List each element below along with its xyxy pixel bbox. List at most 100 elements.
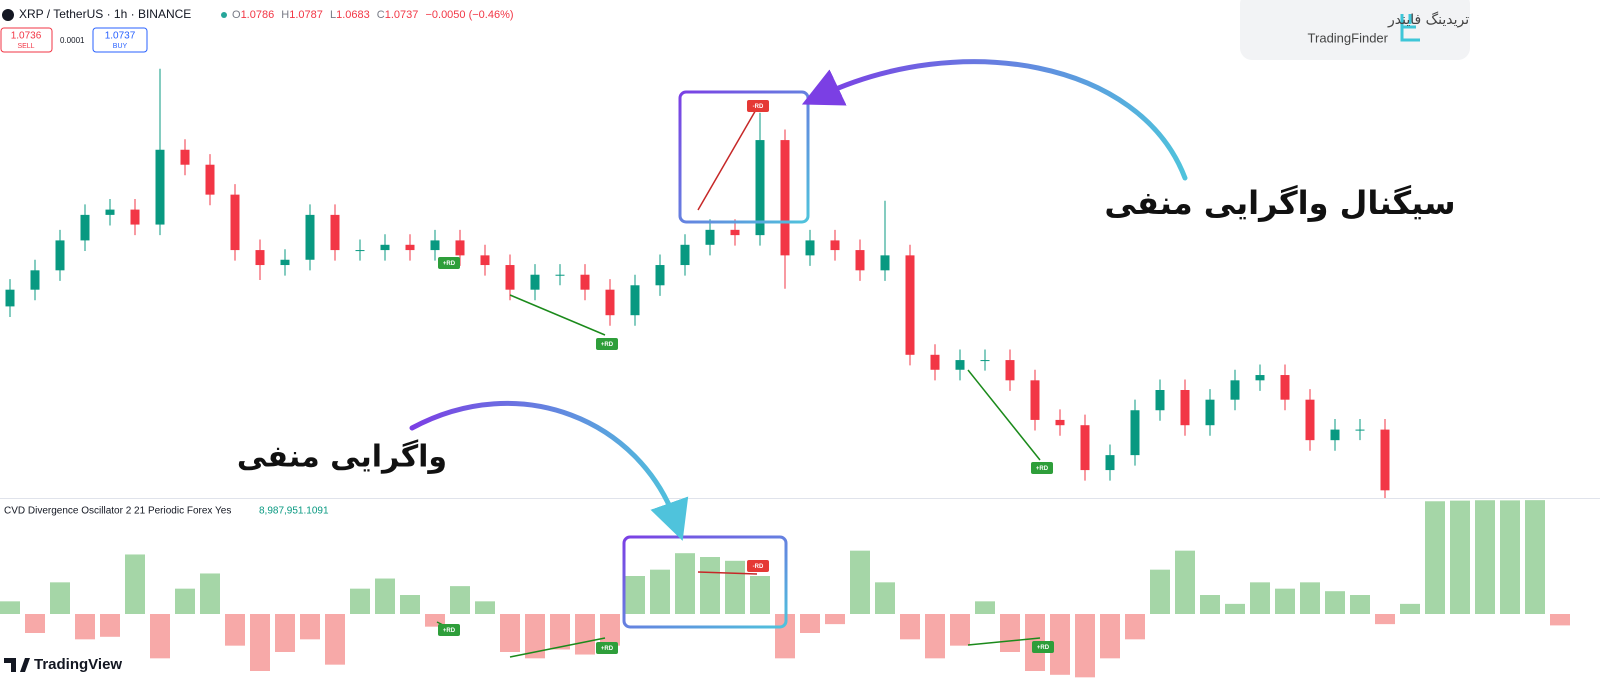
histogram-bar xyxy=(1250,582,1270,614)
histogram-bar xyxy=(150,614,170,659)
candle-body xyxy=(1230,380,1240,400)
histogram-bar xyxy=(275,614,295,652)
signal-tag xyxy=(438,624,460,636)
histogram-bar xyxy=(175,588,195,614)
divergence-line xyxy=(967,369,1041,461)
histogram-bar xyxy=(800,614,820,633)
candle-body xyxy=(130,209,140,225)
candle-body xyxy=(355,250,365,252)
histogram-bar xyxy=(875,582,895,614)
histogram-bar xyxy=(1100,614,1120,659)
tv-logo-text: TradingView xyxy=(34,656,122,673)
candle-body xyxy=(55,240,65,271)
candle-body xyxy=(505,265,515,290)
signal-label: +RD xyxy=(601,646,614,652)
sell-box xyxy=(0,27,53,53)
spread: 0.0001 xyxy=(60,36,85,45)
brand-icon xyxy=(1400,14,1420,42)
candle-body xyxy=(1305,399,1315,441)
candle-body xyxy=(380,244,390,251)
candle-body xyxy=(1130,410,1140,456)
buy-price: 1.0737 xyxy=(105,31,136,42)
signal-label: -RD xyxy=(753,104,764,110)
candle-body xyxy=(780,140,790,256)
histogram-bar xyxy=(500,614,520,652)
candle-body xyxy=(330,214,340,251)
buy-button[interactable]: 1.0737 BUY xyxy=(92,27,148,53)
histogram-bar xyxy=(1325,591,1345,614)
change: −0.0050 (−0.46%) xyxy=(425,9,513,21)
histogram-bar xyxy=(1200,595,1220,614)
histogram-bar xyxy=(1375,614,1395,625)
candle-body xyxy=(1355,429,1365,431)
candle-body xyxy=(155,149,165,225)
signal-label: +RD xyxy=(1036,466,1049,472)
divergence-caption: واگرایی منفی xyxy=(237,439,447,475)
histogram-bar xyxy=(250,614,270,671)
histogram-bar xyxy=(100,614,120,637)
candle-body xyxy=(1280,375,1290,400)
signal-tag xyxy=(438,257,460,269)
signal-tag xyxy=(596,338,618,350)
candle-body xyxy=(905,255,915,355)
histogram-bar xyxy=(1475,500,1495,614)
histogram-bar xyxy=(1150,569,1170,614)
histogram-bar xyxy=(400,595,420,614)
histogram-bar xyxy=(1550,614,1570,626)
candle-body xyxy=(30,270,40,290)
price-pane xyxy=(5,68,1390,498)
indicator-pane xyxy=(0,500,1570,678)
histogram-bar xyxy=(300,614,320,640)
histogram-bar xyxy=(975,601,995,614)
histogram-bar xyxy=(0,601,20,614)
ohlc: O1.0786 H1.0787 L1.0683 C1.0737 −0.0050 … xyxy=(232,9,514,21)
candle-body xyxy=(680,244,690,266)
histogram-bar xyxy=(1275,588,1295,614)
candle-body xyxy=(1155,390,1165,411)
ohlc-key: O xyxy=(232,9,241,21)
divergence-line xyxy=(509,294,606,336)
candle-body xyxy=(480,255,490,266)
candle-body xyxy=(1330,429,1340,441)
histogram-bar xyxy=(1300,582,1320,614)
signal-label: +RD xyxy=(1037,645,1050,651)
candle-body xyxy=(655,265,665,286)
candle-body xyxy=(1105,455,1115,471)
candle-body xyxy=(1030,380,1040,420)
histogram-bar xyxy=(1175,550,1195,614)
buy-label: BUY xyxy=(113,43,128,50)
candle-body xyxy=(805,240,815,256)
divergence-arrow xyxy=(409,401,689,541)
ohlc-key: L xyxy=(330,9,336,21)
divergence-line xyxy=(967,637,1041,646)
signal-label: +RD xyxy=(443,261,456,267)
candle-body xyxy=(1080,425,1090,471)
candle-body xyxy=(930,354,940,370)
histogram-bar xyxy=(925,614,945,659)
candle-body xyxy=(1205,399,1215,426)
signal-tag xyxy=(1032,641,1054,653)
divergence-line xyxy=(697,571,758,575)
candle-body xyxy=(1380,429,1390,491)
status-dot xyxy=(221,12,227,18)
buy-box xyxy=(92,27,148,53)
signal-tag xyxy=(747,560,769,572)
signal-box xyxy=(678,90,810,224)
histogram-bar xyxy=(525,614,545,659)
sell-button[interactable]: 1.0736 SELL xyxy=(0,27,53,53)
brand-en: TradingFinder xyxy=(1308,30,1389,45)
candle-body xyxy=(280,259,290,266)
candle-body xyxy=(180,149,190,165)
ohlc-value: 1.0787 xyxy=(289,9,323,21)
candle-body xyxy=(405,244,415,251)
histogram-bar xyxy=(1050,614,1070,675)
candle-body xyxy=(305,214,315,260)
histogram-bar xyxy=(1000,614,1020,652)
candle-body xyxy=(830,240,840,251)
indicator-value: 8,987,951.1091 xyxy=(259,506,329,517)
candle-body xyxy=(80,214,90,241)
histogram-bar xyxy=(675,553,695,614)
histogram-bar xyxy=(1525,500,1545,614)
candle-body xyxy=(730,229,740,236)
